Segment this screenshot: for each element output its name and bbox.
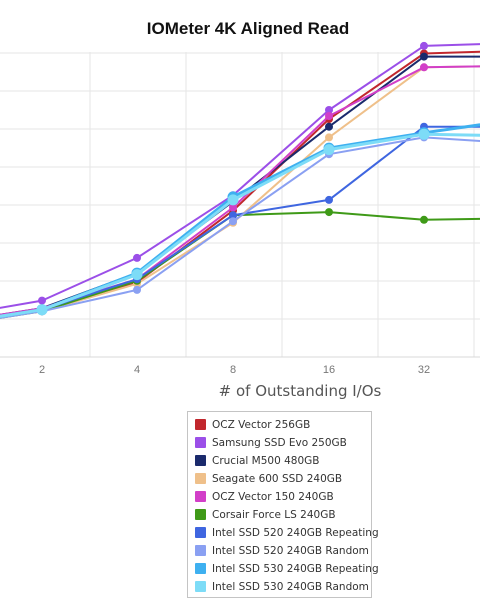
- data-point: [323, 144, 335, 156]
- data-point: [325, 122, 333, 131]
- data-point: [325, 133, 333, 142]
- legend-item: Seagate 600 SSD 240GB: [188, 470, 371, 488]
- x-tick-label: 16: [323, 364, 335, 376]
- legend: OCZ Vector 256GB Samsung SSD Evo 250GB Cru…: [187, 411, 379, 598]
- chart-title: IOMeter 4K Aligned Read: [146, 19, 350, 38]
- data-point: [229, 211, 237, 220]
- legend-label: Intel SSD 530 240GB Repeating: [212, 563, 379, 575]
- legend-item: Crucial M500 480GB: [188, 452, 371, 470]
- legend-swatch: [195, 527, 206, 538]
- data-point: [420, 215, 428, 224]
- data-point: [36, 304, 48, 316]
- data-point: [325, 106, 333, 114]
- legend-swatch: [195, 455, 206, 466]
- legend-item: Intel SSD 530 240GB Random: [188, 578, 371, 596]
- data-point: [420, 52, 428, 61]
- series-line-1: [0, 43, 480, 309]
- legend-item: Intel SSD 530 240GB Repeating: [188, 560, 379, 578]
- series-line-6: [0, 125, 480, 318]
- legend-label: Corsair Force LS 240GB: [212, 509, 336, 521]
- data-point: [420, 41, 428, 50]
- legend-label: Crucial M500 480GB: [212, 455, 320, 467]
- data-point: [325, 208, 333, 217]
- data-point: [229, 217, 237, 226]
- legend-label: Intel SSD 520 240GB Random: [212, 545, 369, 557]
- legend-item: Corsair Force LS 240GB: [188, 506, 371, 524]
- legend-swatch: [195, 491, 206, 502]
- legend-label: Intel SSD 530 240GB Random: [212, 581, 369, 593]
- x-axis-label: # of Outstanding I/Os: [218, 382, 382, 400]
- data-point: [227, 194, 239, 206]
- x-tick-label: 2: [39, 364, 45, 376]
- legend-label: Seagate 600 SSD 240GB: [212, 473, 343, 485]
- data-point: [131, 269, 143, 281]
- legend-swatch: [195, 509, 206, 520]
- data-point: [420, 63, 428, 72]
- legend-item: Intel SSD 520 240GB Random: [188, 542, 371, 560]
- legend-item: Intel SSD 520 240GB Repeating: [188, 524, 379, 542]
- data-point: [229, 203, 237, 212]
- x-tick-label: 8: [230, 364, 236, 376]
- legend-swatch: [195, 437, 206, 448]
- legend-swatch: [195, 563, 206, 574]
- data-point: [133, 285, 141, 294]
- legend-label: OCZ Vector 150 240GB: [212, 491, 334, 503]
- series-line-5: [0, 211, 480, 319]
- data-point: [325, 112, 333, 120]
- legend-label: Samsung SSD Evo 250GB: [212, 437, 347, 449]
- legend-label: Intel SSD 520 240GB Repeating: [212, 527, 379, 539]
- legend-swatch: [195, 419, 206, 430]
- legend-item: Samsung SSD Evo 250GB: [188, 434, 371, 452]
- line-chart: 2 4 8 16 32: [0, 41, 480, 376]
- legend-swatch: [195, 545, 206, 556]
- legend-swatch: [195, 473, 206, 484]
- x-tick-label: 4: [134, 364, 140, 376]
- x-tick-label: 32: [418, 364, 430, 376]
- legend-item: OCZ Vector 150 240GB: [188, 488, 371, 506]
- data-point: [38, 296, 46, 305]
- data-point: [418, 128, 430, 140]
- data-point: [133, 253, 141, 262]
- series-line-8: [0, 123, 480, 318]
- legend-label: OCZ Vector 256GB: [212, 419, 311, 431]
- legend-item: OCZ Vector 256GB: [188, 416, 371, 434]
- data-point: [325, 195, 333, 204]
- legend-swatch: [195, 581, 206, 592]
